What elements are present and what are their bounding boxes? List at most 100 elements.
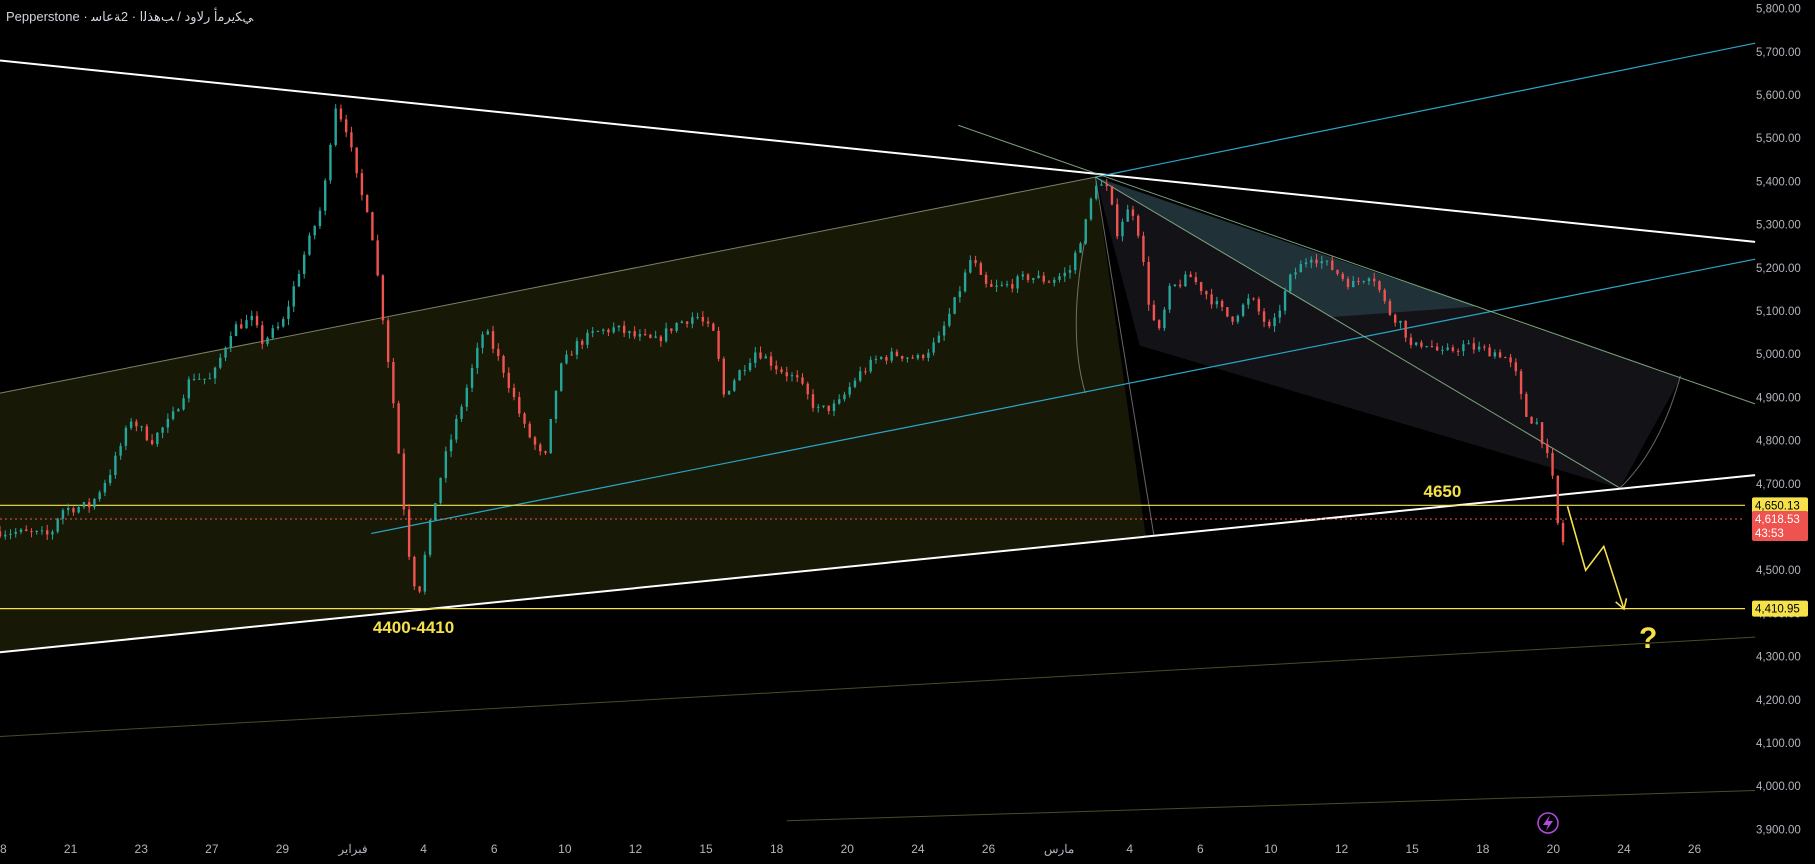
arc-left [1075, 237, 1086, 394]
candle-body [853, 380, 857, 387]
candle-body [1404, 320, 1407, 338]
candle-body [381, 275, 385, 321]
candle-body [1551, 453, 1554, 476]
candle-body [192, 379, 196, 381]
candle-body [916, 354, 920, 359]
candle-body [140, 426, 143, 428]
candle-body [1467, 343, 1470, 345]
pattern-fills [0, 177, 1681, 653]
y-tick-label: 5,000.00 [1756, 349, 1801, 361]
candle-body [775, 365, 778, 370]
candle-body [292, 286, 295, 307]
candle-body [470, 368, 474, 388]
candle-body [1136, 215, 1140, 236]
candle-body [276, 326, 280, 329]
candle-body [1168, 285, 1171, 310]
candle-body [570, 354, 573, 356]
candle-body [895, 351, 899, 356]
candle-body [848, 386, 851, 395]
olive-channel-fill [0, 177, 1146, 653]
candle-body [1472, 343, 1476, 350]
candle-body [135, 421, 138, 427]
y-tick-label: 5,300.00 [1756, 220, 1801, 232]
candle-body [900, 355, 904, 359]
candle-body [523, 413, 526, 424]
x-axis[interactable]: 18 21 23 27 29 فبراير 4 6 10 12 15 18 20 24 26 مارس 4 6 10… [0, 842, 1702, 856]
candle-body [1446, 347, 1449, 350]
candle-body [418, 586, 421, 592]
candle-body [759, 352, 762, 359]
resistance-price-tag-text: 4,650.13 [1755, 500, 1800, 512]
trend-line-channel-bottom [371, 258, 1756, 535]
x-tick-label: 20 [841, 842, 855, 856]
candle-body [397, 403, 400, 454]
candle-body [14, 531, 17, 534]
candle-body [455, 418, 458, 440]
candle-body [696, 316, 699, 318]
candle-body [1336, 269, 1339, 274]
candle-body [66, 508, 70, 511]
candle-body [1299, 264, 1302, 273]
candle-body [953, 297, 956, 314]
candle-body [879, 357, 883, 359]
candle-body [1126, 209, 1129, 222]
candle-body [234, 324, 238, 337]
candle-body [801, 377, 804, 384]
x-tick-label: 20 [1547, 842, 1561, 856]
y-tick-label: 4,700.00 [1756, 479, 1801, 491]
x-tick-label: 15 [699, 842, 713, 856]
trend-line-fan-upper [958, 124, 1756, 405]
candle-body [948, 313, 951, 326]
candle-body [476, 347, 479, 369]
x-tick-label: 26 [1688, 842, 1702, 856]
candle-body [182, 398, 185, 410]
x-tick-label: 21 [64, 842, 78, 856]
symbol-title: Pepperstone · ﻲﻜﻳﺮﻣﺃ ﺭﻻﻭﺩ / ﺐﻫﺬﻟﺍ · 2ﺔﻋﺎ… [6, 9, 254, 24]
y-tick-label: 4,100.00 [1756, 738, 1801, 750]
y-tick-label: 5,400.00 [1756, 176, 1801, 188]
candle-body [890, 351, 893, 361]
candle-body [1262, 311, 1266, 322]
lightning-icon [1543, 815, 1553, 831]
lightning-badge[interactable] [1537, 812, 1559, 834]
candle-body [1105, 184, 1108, 187]
annotation-label: 4650 [1423, 482, 1461, 501]
candle-body [1430, 346, 1434, 348]
candle-body [1032, 278, 1035, 280]
candle-body [1095, 185, 1098, 199]
candle-body [1016, 276, 1019, 289]
candle-body [937, 335, 941, 343]
candle-body [103, 482, 107, 493]
trend-line-channel-top [1095, 42, 1756, 178]
y-tick-label: 5,100.00 [1756, 306, 1801, 318]
candle-body [586, 332, 589, 345]
candle-body [287, 306, 290, 320]
candle-body [114, 455, 117, 475]
candle-body [769, 356, 773, 366]
candle-body [255, 315, 259, 326]
candle-body [1556, 475, 1559, 523]
y-tick-label: 4,200.00 [1756, 695, 1801, 707]
x-tick-label: 24 [911, 842, 925, 856]
candle-body [927, 352, 930, 358]
candle-body [1310, 259, 1313, 263]
x-tick-label: 18 [0, 842, 7, 856]
x-tick-label: 12 [629, 842, 643, 856]
candle-body [921, 354, 925, 358]
candle-body [984, 274, 988, 284]
candle-body [717, 330, 720, 359]
candle-body [1488, 347, 1491, 357]
candle-body [1441, 349, 1444, 351]
candle-body [874, 358, 878, 360]
candle-body [465, 387, 469, 407]
candle-body [748, 362, 752, 371]
candle-body [1116, 204, 1119, 237]
candle-body [1021, 274, 1024, 277]
y-axis[interactable]: 5,800.00 5,700.00 5,600.00 5,500.00 5,400.00… [1756, 4, 1801, 837]
x-tick-label: 18 [1476, 842, 1490, 856]
trend-line-olive-top [0, 176, 1096, 394]
candle-body [675, 323, 678, 331]
candle-body [790, 375, 794, 377]
candle-body [171, 411, 175, 419]
